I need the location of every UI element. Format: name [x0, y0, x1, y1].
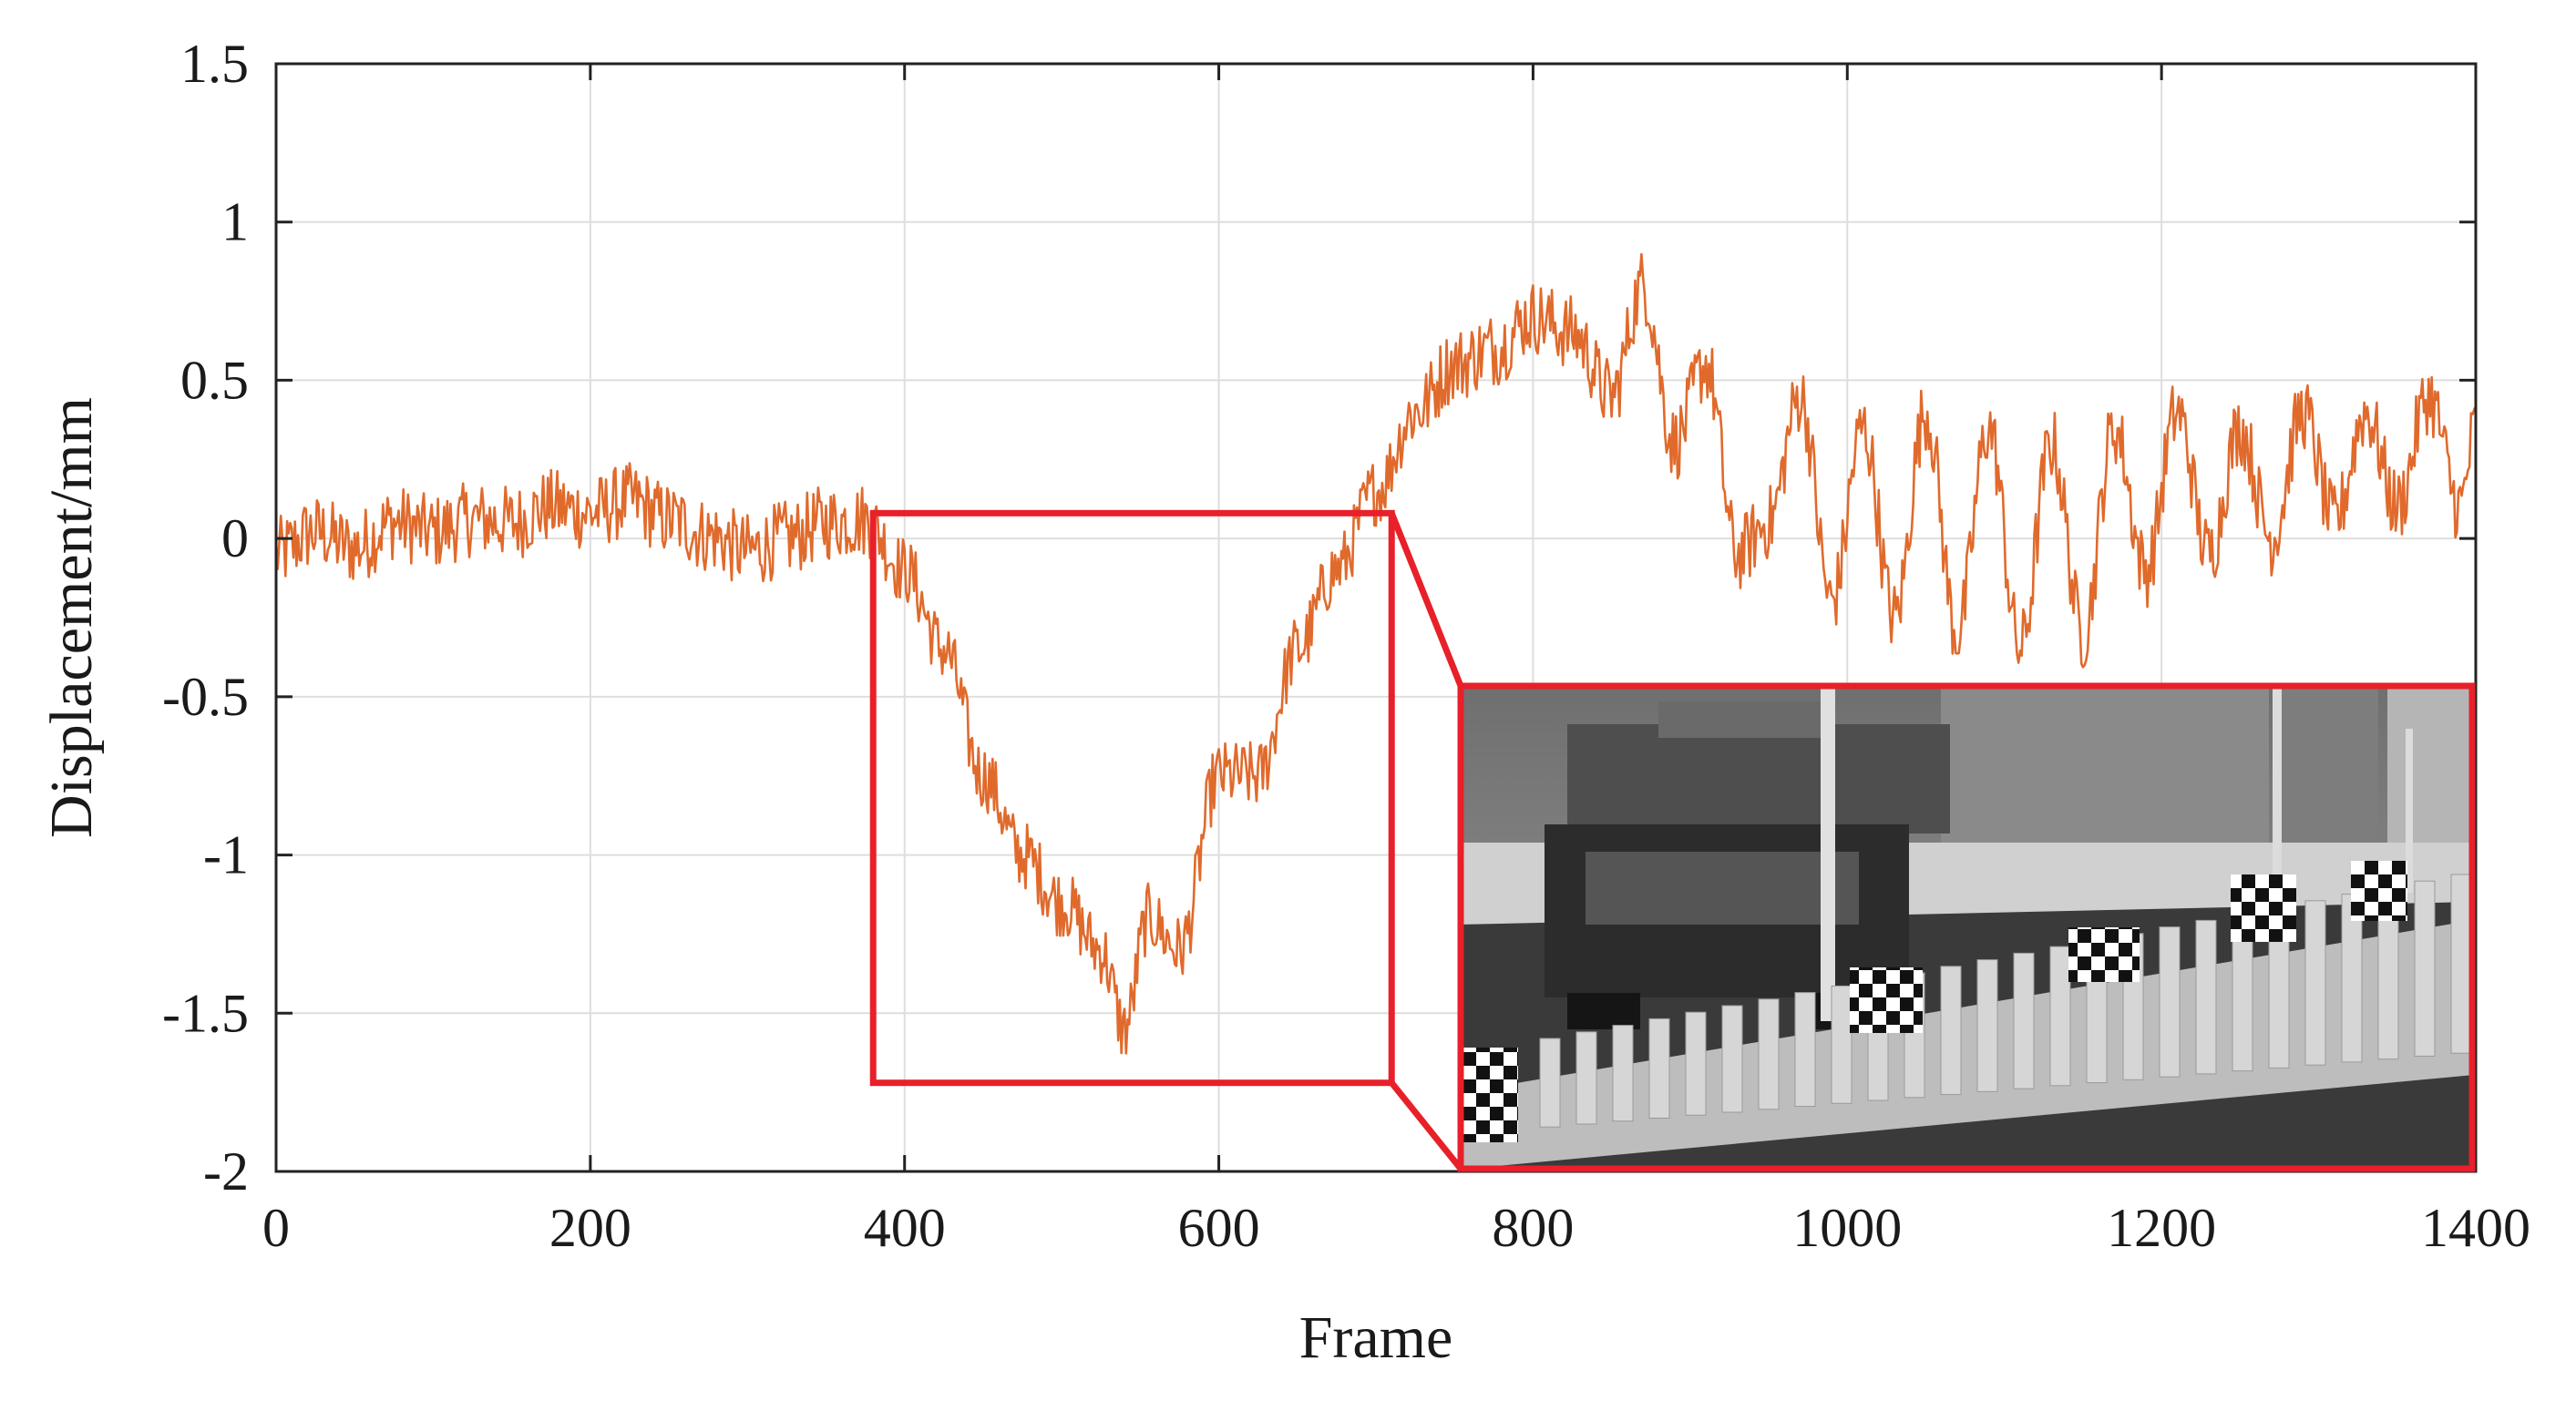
inset-railing-post: [1721, 1005, 1743, 1113]
inset-pole: [1821, 684, 1835, 1021]
y-tick-label: 0: [221, 508, 249, 568]
inset-pole: [2406, 729, 2413, 893]
inset-railing-post: [2304, 900, 2326, 1066]
inset-pole: [2273, 684, 2282, 894]
y-tick-label: 1: [221, 192, 249, 252]
x-tick-label: 800: [1492, 1198, 1574, 1258]
zoom-connector: [1388, 512, 1464, 688]
y-tick-label: -0.5: [162, 667, 249, 727]
inset-target: [2351, 861, 2407, 921]
inset-railing-post: [2013, 952, 2035, 1089]
zoom-box: [869, 509, 1395, 1087]
zoom-layer: [869, 509, 1464, 1171]
inset-railing-post: [2414, 880, 2436, 1057]
inset-railing-post: [1685, 1011, 1707, 1116]
x-tick-label: 1000: [1792, 1198, 1902, 1258]
y-tick-labels: 1.5 1 0.5 0 -0.5 -1 -1.5 -2: [162, 34, 249, 1202]
inset-railing-post: [1648, 1018, 1670, 1119]
y-tick-label: -2: [203, 1141, 249, 1202]
inset-frame: [1457, 682, 2476, 1172]
inset-target: [2068, 927, 2140, 982]
x-tick-label: 0: [262, 1198, 290, 1258]
inset-railing-post: [1831, 985, 1852, 1104]
inset-target: [1850, 967, 1923, 1033]
zoom-connector: [1389, 1080, 1463, 1171]
inset-railing-post: [1794, 992, 1816, 1108]
inset-railing-post: [2450, 874, 2472, 1054]
inset-railing-post: [1976, 959, 1998, 1092]
inset-building: [1941, 684, 2269, 866]
inset-railing-post: [2195, 919, 2217, 1075]
inset-truck: [1545, 701, 1950, 1029]
x-tick-label: 1200: [2107, 1198, 2216, 1258]
inset-photo: [1457, 682, 2476, 1172]
y-tick-label: 1.5: [180, 34, 249, 94]
y-tick-label: -1: [203, 825, 249, 885]
inset-railing-post: [1758, 998, 1780, 1110]
x-tick-labels: 0 200 400 600 800 1000 1200 1400: [262, 1198, 2530, 1258]
x-tick-label: 400: [864, 1198, 946, 1258]
inset-target: [2231, 874, 2296, 942]
inset-railing-post: [1575, 1031, 1597, 1125]
inset-railing-post: [2159, 926, 2181, 1078]
inset-railing-post: [2049, 946, 2071, 1087]
y-tick-label: -1.5: [162, 983, 249, 1043]
inset-railing-posts: [1539, 874, 2472, 1128]
series-layer: [276, 252, 2476, 1055]
inset-target: [1463, 1048, 1518, 1142]
inset-building: [2387, 684, 2474, 866]
inset-railing-post: [1940, 966, 1962, 1096]
inset-railing-post: [1539, 1038, 1561, 1128]
y-axis-label: Displacement/mm: [38, 397, 105, 838]
x-tick-label: 1400: [2421, 1198, 2530, 1258]
x-tick-label: 200: [549, 1198, 631, 1258]
x-axis-label: Frame: [1299, 1304, 1453, 1371]
series-line: [276, 252, 2476, 1055]
y-tick-label: 0.5: [180, 350, 249, 410]
plot-frame: [274, 62, 2478, 1173]
inset-railing-base: [1458, 920, 2474, 1170]
inset-railing-post: [1612, 1025, 1634, 1122]
x-tick-label: 600: [1178, 1198, 1260, 1258]
